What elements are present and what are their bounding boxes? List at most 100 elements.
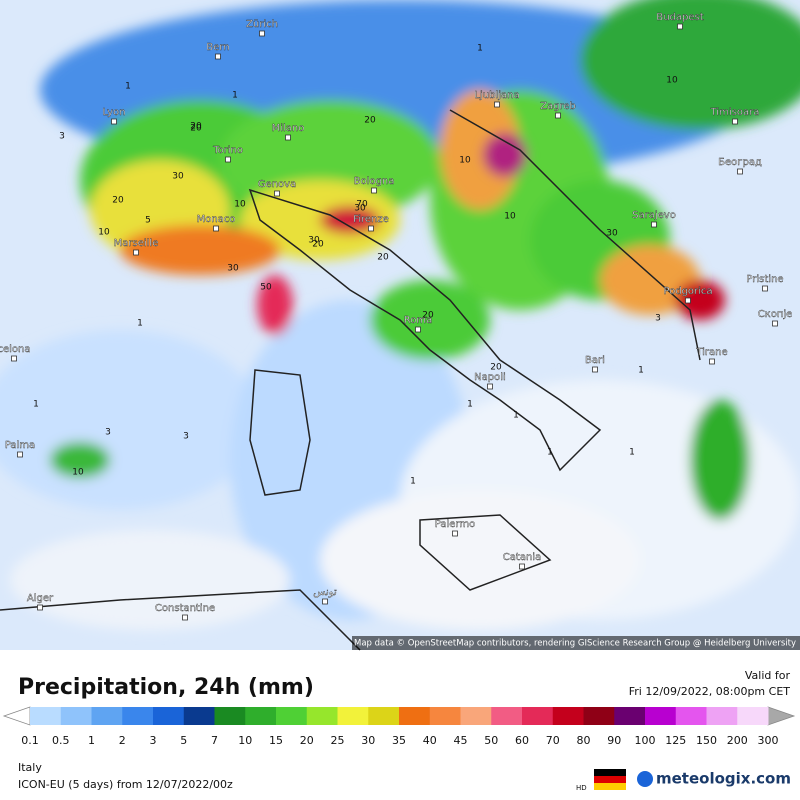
contour-label: 1: [629, 448, 635, 458]
scale-label: 25: [331, 734, 345, 747]
scale-label: 5: [180, 734, 187, 747]
scale-label: 60: [515, 734, 529, 747]
scale-label: 1: [88, 734, 95, 747]
city-marker: [772, 320, 778, 327]
contour-label: 70: [356, 200, 368, 210]
legend: Precipitation, 24h (mm) Valid for Fri 12…: [2, 669, 796, 747]
scale-box: [153, 707, 185, 725]
city-marker: [415, 326, 421, 333]
city-label: Timisoara: [710, 107, 760, 118]
scale-label: 0.1: [21, 734, 39, 747]
scale-label: 7: [211, 734, 218, 747]
scale-box: [645, 707, 677, 725]
city-marker: [182, 614, 188, 621]
city-marker: [259, 30, 265, 37]
contour-label: 20: [112, 196, 124, 206]
contour-label: 1: [638, 366, 644, 376]
city-marker: [274, 190, 280, 197]
brand: meteologix.com: [656, 770, 791, 788]
attribution: Map data © OpenStreetMap contributors, r…: [354, 639, 796, 649]
city-marker: [555, 112, 561, 119]
city-marker: [322, 598, 328, 605]
contour-label: 10: [504, 212, 516, 222]
city-marker: [494, 101, 500, 108]
scale-label: 30: [361, 734, 375, 747]
city-label: Budapest: [656, 12, 703, 23]
city-marker: [732, 118, 738, 125]
scale-box: [60, 707, 92, 725]
city-marker: [225, 156, 231, 163]
city-label: Monaco: [197, 214, 236, 225]
hd-label: HD: [576, 784, 587, 792]
city-label: Sarajevo: [632, 210, 676, 221]
scale-label: 100: [635, 734, 656, 747]
contour-label: 1: [547, 448, 553, 458]
city-marker: [519, 563, 525, 570]
map-area: Budapest Zürich Bern Ljubljana Zagreb Lyon Mil…: [0, 0, 800, 651]
contour-label: 20: [190, 124, 202, 134]
contour-label: 20: [422, 311, 434, 321]
scale-box: [522, 707, 554, 725]
scale-box: [583, 707, 615, 725]
contour-label: 1: [33, 400, 39, 410]
city-labels: Budapest Zürich Bern Ljubljana Zagreb Lyon Mil…: [0, 12, 793, 621]
scale-box: [183, 707, 215, 725]
city-label: Београд: [718, 157, 762, 168]
scale-label: 0.5: [52, 734, 70, 747]
city-label: Firenze: [353, 214, 389, 225]
scale-label: 15: [269, 734, 283, 747]
contour-label: 30: [308, 236, 320, 246]
scale-label: 90: [607, 734, 621, 747]
contour-label: 20: [377, 253, 389, 263]
city-label: celona: [0, 344, 31, 355]
region: Italy: [18, 761, 42, 774]
contour-label: 20: [312, 240, 324, 250]
color-scale: 0.1 0.5 1 2 3 5 7 10 15 20 25 30 35 40 45 50 60 70 80 90 100…: [2, 706, 796, 747]
contour-label: 1: [410, 477, 416, 487]
city-label: Torino: [212, 145, 243, 156]
contour-label: 10: [234, 200, 246, 210]
city-marker: [487, 383, 493, 390]
city-label: Bern: [206, 42, 229, 53]
scale-label: 10: [238, 734, 252, 747]
city-marker: [762, 285, 768, 292]
city-marker: [213, 225, 219, 232]
city-label: Lyon: [102, 107, 125, 118]
city-label: Genova: [258, 179, 296, 190]
city-label: Ljubljana: [474, 90, 519, 101]
city-marker: [11, 355, 17, 362]
city-label: Zürich: [246, 19, 278, 30]
scale-box: [460, 707, 492, 725]
scale-label: 20: [300, 734, 314, 747]
contour-label: 10: [98, 228, 110, 238]
scale-label: 80: [577, 734, 591, 747]
city-marker: [215, 53, 221, 60]
city-label: Roma: [404, 315, 433, 326]
scale-label: 70: [546, 734, 560, 747]
contour-label: 3: [59, 132, 65, 142]
contour-label: 1: [125, 82, 131, 92]
contour-label: 30: [354, 204, 366, 214]
contour-labels: 1020303020102030503020702020102020301010…: [33, 44, 678, 487]
city-marker: [737, 168, 743, 175]
scale-box: [368, 707, 400, 725]
city-label: Alger: [27, 593, 54, 604]
footer: Italy ICON-EU (5 days) from 12/07/2022/0…: [18, 761, 791, 792]
contour-label: 1: [513, 411, 519, 421]
scale-box: [91, 707, 123, 725]
contour-label: 30: [606, 229, 618, 239]
scale-box: [491, 707, 523, 725]
scale-label: 3: [150, 734, 157, 747]
city-marker: [677, 23, 683, 30]
city-marker: [685, 297, 691, 304]
scale-box: [737, 707, 769, 725]
city-marker: [37, 604, 43, 611]
scale-box: [30, 707, 62, 725]
contour-label: 1: [232, 91, 238, 101]
scale-label: 35: [392, 734, 406, 747]
city-label: Catania: [503, 552, 541, 563]
valid-time: Fri 12/09/2022, 08:00pm CET: [629, 685, 791, 698]
city-label: تونس: [313, 587, 337, 598]
contour-label: 20: [190, 122, 202, 132]
